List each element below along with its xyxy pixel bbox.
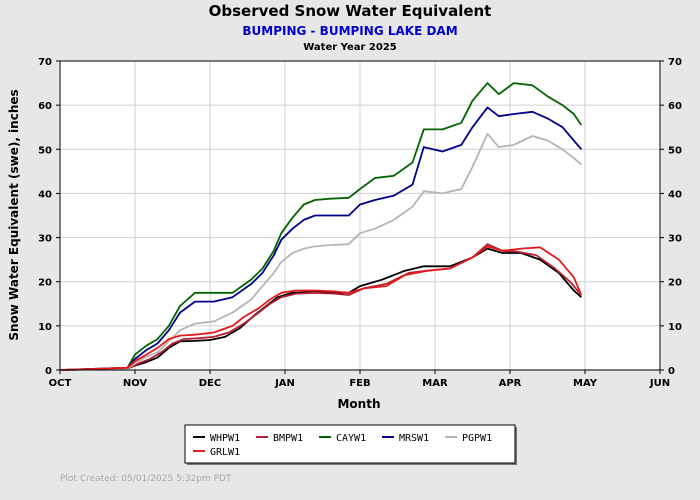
y-tick-label-right: 0: [668, 366, 675, 377]
plot-border: [59, 60, 661, 371]
y-tick-label-right: 60: [668, 101, 682, 112]
x-tick-label: MAY: [573, 378, 598, 389]
x-axis-label: Month: [337, 397, 380, 411]
y-tick-label-left: 30: [38, 234, 52, 245]
legend-box: [184, 424, 516, 464]
legend-label-bmpw1: BMPW1: [273, 433, 303, 444]
x-tick-label: APR: [499, 378, 522, 389]
x-tick-label: FEB: [349, 378, 370, 389]
plot-created-footer: Plot Created: 05/01/2025 5:32pm PDT: [60, 474, 232, 484]
chart-water-year: Water Year 2025: [303, 42, 397, 53]
series-line-cayw1: [59, 82, 583, 371]
legend-label-cayw1: CAYW1: [336, 433, 366, 444]
y-tick-label-right: 40: [668, 189, 682, 200]
x-tick-label: JAN: [274, 378, 295, 389]
y-tick-label-left: 10: [38, 322, 52, 333]
y-tick-label-right: 70: [668, 57, 682, 68]
legend-label-mrsw1: MRSW1: [399, 433, 429, 444]
y-tick-label-right: 10: [668, 322, 682, 333]
y-tick-label-left: 0: [45, 366, 52, 377]
x-tick-label: DEC: [199, 378, 221, 389]
legend-label-grlw1: GRLW1: [210, 447, 240, 458]
plot-area: 0 0 10 10 20 20 30 30 40 40 50 50 60 60 70 70 OCT NOV DEC J…: [38, 57, 682, 389]
series-line-mrsw1: [59, 106, 582, 371]
y-tick-label-left: 60: [38, 101, 52, 112]
series-line-pgpw1: [59, 132, 582, 371]
legend-label-whpw1: WHPW1: [210, 433, 240, 444]
chart-subtitle: BUMPING - BUMPING LAKE DAM: [242, 24, 457, 38]
y-tick-label-right: 30: [668, 234, 682, 245]
series-line-grlw1: [59, 245, 583, 371]
y-tick-label-left: 70: [38, 57, 52, 68]
y-tick-label-left: 50: [38, 145, 52, 156]
legend-label-pgpw1: PGPW1: [462, 433, 492, 444]
chart-title: Observed Snow Water Equivalent: [209, 2, 492, 20]
x-tick-label: MAR: [422, 378, 448, 389]
legend: WHPW1 BMPW1 CAYW1 MRSW1 PGPW1 GRLW1: [184, 424, 517, 465]
y-tick-label-left: 20: [38, 278, 52, 289]
x-tick-label: NOV: [123, 378, 148, 389]
y-tick-label-left: 40: [38, 189, 52, 200]
y-tick-label-right: 20: [668, 278, 682, 289]
y-tick-label-right: 50: [668, 145, 682, 156]
y-axis-label: Snow Water Equivalent (swe), inches: [7, 89, 21, 340]
x-tick-label: OCT: [49, 378, 72, 389]
x-tick-label: JUN: [649, 378, 670, 389]
